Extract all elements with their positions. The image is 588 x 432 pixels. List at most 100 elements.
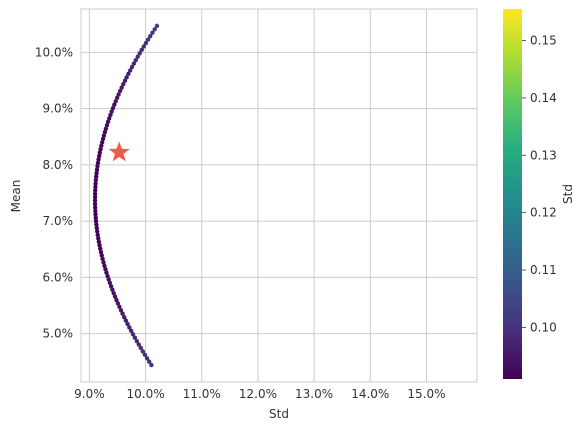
frontier-point bbox=[97, 150, 103, 155]
frontier-point bbox=[121, 81, 126, 87]
frontier-point bbox=[109, 109, 114, 114]
x-tick-label-2: 11.0% bbox=[183, 387, 221, 401]
frontier-point bbox=[96, 157, 101, 162]
frontier-point bbox=[99, 143, 104, 149]
frontier-point bbox=[144, 356, 150, 361]
plot-frame bbox=[80, 8, 478, 383]
frontier-point bbox=[92, 191, 98, 196]
frontier-point bbox=[96, 239, 102, 244]
frontier-point bbox=[104, 270, 109, 275]
x-tick-label-5: 14.0% bbox=[351, 387, 389, 401]
frontier-point bbox=[122, 78, 128, 83]
frontier-point bbox=[111, 290, 116, 296]
frontier-point bbox=[108, 112, 113, 118]
frontier-point bbox=[110, 105, 116, 111]
frontier-point bbox=[116, 92, 121, 97]
frontier-point bbox=[120, 311, 125, 316]
y-tick-label-0: 5.0% bbox=[43, 327, 74, 341]
frontier-point bbox=[142, 352, 148, 358]
frontier-point bbox=[101, 260, 106, 265]
frontier-point bbox=[92, 201, 98, 207]
frontier-point bbox=[113, 99, 118, 104]
frontier-point bbox=[95, 164, 100, 169]
frontier-point bbox=[95, 229, 100, 234]
frontier-point bbox=[134, 338, 140, 344]
frontier-point bbox=[106, 277, 111, 282]
colorbar-tick-label-0: 0.10 bbox=[530, 320, 557, 334]
frontier-point bbox=[114, 95, 120, 101]
frontier-point bbox=[112, 102, 117, 107]
colorbar-tick-label-2: 0.12 bbox=[530, 206, 557, 220]
x-tick-label-4: 13.0% bbox=[295, 387, 333, 401]
frontier-point bbox=[93, 215, 98, 220]
frontier-point bbox=[126, 71, 131, 77]
frontier-point bbox=[98, 249, 104, 255]
frontier-point bbox=[141, 44, 147, 49]
optimal-portfolio-star-icon bbox=[108, 141, 130, 162]
frontier-point bbox=[148, 33, 153, 39]
frontier-point bbox=[104, 123, 110, 128]
frontier-point bbox=[127, 325, 132, 330]
frontier-point bbox=[99, 140, 105, 145]
frontier-point bbox=[108, 284, 114, 289]
frontier-point bbox=[117, 304, 122, 310]
y-axis-label: Mean bbox=[9, 180, 23, 213]
frontier-point bbox=[124, 75, 129, 80]
frontier-point bbox=[99, 253, 104, 258]
y-axis-ticks: 5.0% 6.0% 7.0% 8.0% 9.0% 10.0% bbox=[35, 45, 73, 340]
frontier-point bbox=[94, 225, 99, 231]
frontier-point bbox=[105, 273, 110, 279]
frontier-point bbox=[110, 287, 115, 292]
x-tick-label-0: 9.0% bbox=[74, 387, 105, 401]
frontier-point bbox=[98, 147, 103, 152]
frontier-point bbox=[94, 167, 100, 172]
colorbar-tick-label-4: 0.14 bbox=[530, 91, 557, 105]
frontier-point bbox=[103, 126, 109, 131]
frontier-point bbox=[149, 362, 154, 368]
frontier-point bbox=[127, 68, 133, 73]
frontier-point bbox=[136, 342, 141, 347]
frontier-point bbox=[131, 61, 137, 66]
frontier-point bbox=[129, 64, 135, 70]
x-tick-label-3: 12.0% bbox=[239, 387, 277, 401]
grid bbox=[81, 9, 477, 382]
frontier-point bbox=[93, 212, 98, 217]
frontier-point bbox=[97, 242, 102, 248]
frontier-point bbox=[103, 266, 108, 272]
x-axis-ticks: 9.0% 10.0% 11.0% 12.0% 13.0% 14.0% 15.0% bbox=[74, 387, 445, 401]
plot-area bbox=[81, 9, 477, 382]
frontier-point bbox=[137, 51, 142, 56]
x-axis-label: Std bbox=[269, 407, 289, 421]
frontier-point bbox=[150, 30, 155, 35]
frontier-point bbox=[94, 222, 99, 227]
frontier-point bbox=[122, 314, 127, 320]
frontier-point bbox=[112, 294, 118, 299]
frontier-points bbox=[92, 23, 160, 368]
frontier-point bbox=[93, 208, 98, 214]
frontier-point bbox=[92, 205, 98, 210]
marker-layer bbox=[108, 141, 130, 162]
frontier-point bbox=[105, 119, 111, 125]
colorbar-label: Std bbox=[561, 184, 575, 204]
y-tick-label-4: 9.0% bbox=[43, 102, 74, 116]
frontier-point bbox=[92, 198, 98, 203]
frontier-point bbox=[117, 88, 123, 94]
frontier-point bbox=[123, 318, 129, 323]
frontier-point bbox=[93, 181, 98, 186]
frontier-point bbox=[95, 160, 101, 166]
frontier-point bbox=[114, 297, 119, 303]
frontier-point bbox=[93, 184, 98, 190]
colorbar-tick-label-5: 0.15 bbox=[530, 34, 557, 48]
frontier-point bbox=[96, 236, 101, 241]
frontier-point bbox=[93, 219, 99, 224]
frontier-point bbox=[133, 57, 138, 63]
frontier-point bbox=[147, 359, 152, 364]
frontier-point bbox=[94, 171, 99, 176]
frontier-point bbox=[102, 129, 108, 135]
y-tick-label-1: 6.0% bbox=[43, 270, 74, 284]
colorbar bbox=[503, 9, 522, 379]
frontier-point bbox=[143, 40, 149, 46]
frontier-point bbox=[107, 280, 113, 286]
colorbar-tick-label-3: 0.13 bbox=[530, 148, 557, 162]
